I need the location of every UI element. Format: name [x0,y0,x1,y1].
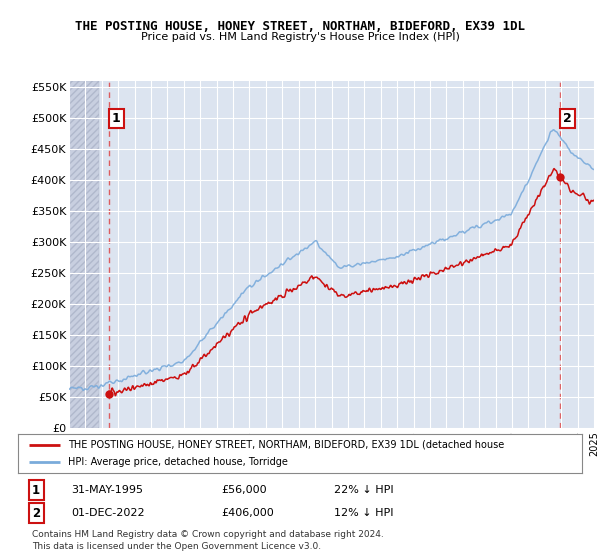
Text: 1: 1 [32,484,40,497]
Text: 22% ↓ HPI: 22% ↓ HPI [334,486,394,495]
Text: 2: 2 [32,507,40,520]
Text: Contains HM Land Registry data © Crown copyright and database right 2024.
This d: Contains HM Land Registry data © Crown c… [32,530,384,551]
Text: THE POSTING HOUSE, HONEY STREET, NORTHAM, BIDEFORD, EX39 1DL: THE POSTING HOUSE, HONEY STREET, NORTHAM… [75,20,525,32]
Text: £406,000: £406,000 [221,508,274,519]
Text: 2: 2 [563,112,572,125]
Text: 12% ↓ HPI: 12% ↓ HPI [334,508,394,519]
Text: Price paid vs. HM Land Registry's House Price Index (HPI): Price paid vs. HM Land Registry's House … [140,32,460,42]
Text: THE POSTING HOUSE, HONEY STREET, NORTHAM, BIDEFORD, EX39 1DL (detached house: THE POSTING HOUSE, HONEY STREET, NORTHAM… [68,440,504,450]
Text: 01-DEC-2022: 01-DEC-2022 [71,508,145,519]
Text: £56,000: £56,000 [221,486,266,495]
Text: 1: 1 [112,112,121,125]
Text: 31-MAY-1995: 31-MAY-1995 [71,486,143,495]
Text: HPI: Average price, detached house, Torridge: HPI: Average price, detached house, Torr… [68,457,287,467]
